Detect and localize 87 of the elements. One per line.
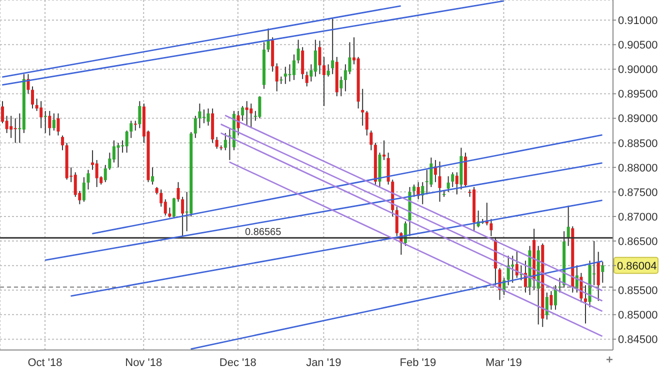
candlestick — [61, 134, 64, 151]
candlestick — [176, 182, 180, 202]
candlestick — [438, 161, 442, 202]
candlestick — [275, 62, 278, 92]
y-tick-label: 0.89500 — [618, 88, 658, 101]
x-tick-label: Oct '18 — [28, 356, 62, 368]
candlestick — [241, 106, 244, 122]
candlestick — [258, 96, 262, 119]
y-tick-label: 0.86500 — [618, 236, 658, 248]
candlestick — [116, 142, 120, 168]
candlestick — [430, 157, 433, 188]
candlestick — [250, 103, 253, 129]
candlestick — [198, 103, 202, 129]
candlestick — [245, 100, 248, 126]
candlestick — [386, 152, 390, 186]
y-tick-label: 0.84500 — [618, 334, 658, 346]
candlestick — [95, 160, 98, 188]
candlestick — [40, 100, 43, 129]
x-tick-label: Dec '18 — [219, 356, 256, 368]
candlestick — [412, 184, 416, 198]
candlestick — [138, 100, 142, 129]
candlestick — [206, 108, 210, 126]
candlestick — [284, 66, 287, 84]
candlestick — [82, 176, 86, 202]
candlestick — [331, 18, 334, 75]
candlestick — [10, 115, 13, 138]
candlestick — [506, 255, 510, 286]
candlestick — [14, 118, 17, 144]
candlestick — [31, 86, 34, 109]
candlestick — [550, 290, 553, 310]
candlestick — [134, 120, 137, 132]
candlestick — [395, 206, 398, 237]
y-tick-label: 0.89000 — [618, 113, 658, 126]
candlestick — [322, 56, 326, 107]
candlestick — [280, 76, 283, 84]
candlestick — [545, 292, 548, 320]
candlestick — [305, 71, 308, 87]
y-tick-label: 0.87500 — [618, 186, 658, 199]
candlestick — [125, 130, 128, 154]
candlestick — [382, 140, 386, 161]
y-tick-label: 0.88000 — [618, 162, 658, 174]
candlestick — [172, 197, 176, 218]
x-tick-label: Jan '19 — [306, 356, 342, 368]
y-tick-label: 0.88500 — [618, 138, 658, 150]
candlestick — [554, 284, 557, 310]
candlestick — [104, 164, 107, 183]
candlestick — [56, 112, 60, 136]
candlestick — [74, 172, 77, 198]
candlestick — [52, 112, 56, 132]
y-tick-label: 0.91000 — [618, 15, 658, 28]
candlestick — [168, 207, 172, 218]
candlestick — [318, 40, 322, 75]
x-tick-label: Mar '19 — [486, 356, 522, 368]
candlestick — [451, 172, 454, 188]
candlestick — [301, 46, 304, 80]
y-tick-label: 0.90000 — [618, 64, 658, 76]
candlestick — [86, 169, 90, 190]
candlestick — [340, 76, 343, 97]
candlestick — [44, 110, 47, 134]
y-tick-label: 0.85500 — [618, 285, 658, 298]
candlestick — [365, 110, 368, 136]
candlestick — [224, 132, 227, 151]
candlestick — [361, 88, 364, 126]
candlestick — [215, 136, 218, 150]
candlestick — [455, 172, 458, 195]
x-tick-label: Nov '18 — [125, 356, 162, 368]
candlestick — [194, 115, 197, 138]
candlestick — [370, 130, 373, 151]
candlestick — [288, 64, 292, 82]
candlestick — [326, 64, 330, 78]
candlestick — [292, 54, 296, 81]
candlestick — [601, 261, 604, 284]
y-tick-label: 0.90500 — [618, 40, 658, 52]
candlestick — [584, 284, 587, 324]
x-tick-label: Feb '19 — [400, 356, 436, 368]
candlestick — [130, 120, 133, 138]
candlestick — [446, 176, 450, 192]
candlestick — [314, 39, 317, 78]
y-tick-label: 0.85000 — [618, 310, 658, 322]
candlestick — [151, 166, 154, 186]
ref-line-label: 0.86565 — [245, 226, 282, 238]
candlestick — [296, 39, 300, 64]
candlestick — [511, 255, 514, 284]
candlestick — [596, 251, 600, 302]
candlestick — [48, 110, 52, 136]
y-tick-label: 0.87000 — [618, 211, 658, 224]
text: 0.86004 — [617, 260, 657, 272]
